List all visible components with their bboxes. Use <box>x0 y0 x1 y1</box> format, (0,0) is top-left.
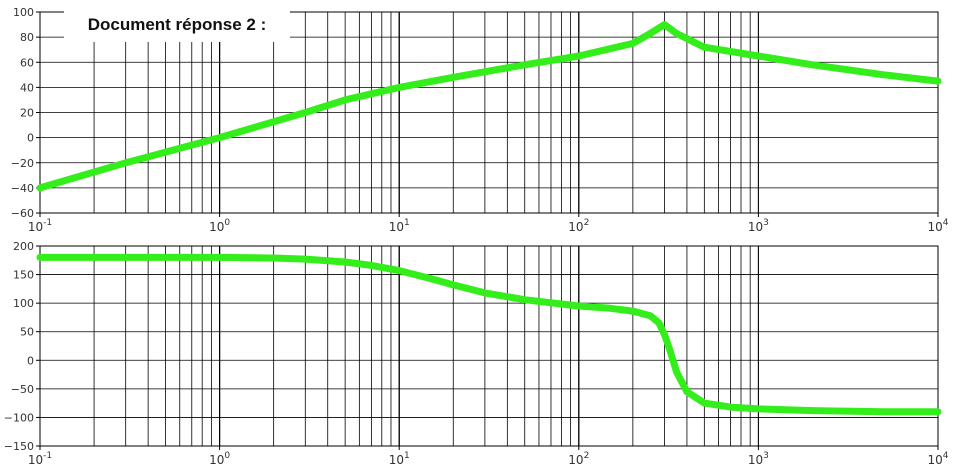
y-tick-label: −60 <box>11 207 34 220</box>
y-tick-label: −20 <box>11 157 34 170</box>
y-tick-label: 200 <box>13 240 34 253</box>
series-line <box>36 253 942 416</box>
y-tick-label: 20 <box>20 107 34 120</box>
y-tick-label: 80 <box>20 31 34 44</box>
document-label: Document réponse 2 : <box>64 8 290 42</box>
x-tick-label: 101 <box>389 218 410 234</box>
x-tick-label: 100 <box>209 451 230 466</box>
x-tick-label: 10-1 <box>28 218 52 234</box>
y-tick-label: −100 <box>4 411 34 424</box>
x-tick-label: 102 <box>568 451 589 466</box>
series-line <box>36 21 942 192</box>
y-tick-label: 0 <box>27 132 34 145</box>
y-tick-label: 50 <box>20 326 34 339</box>
x-tick-label: 101 <box>389 451 410 466</box>
x-tick-label: 102 <box>568 218 589 234</box>
y-tick-label: −50 <box>11 383 34 396</box>
x-tick-label: 103 <box>748 218 769 234</box>
y-tick-label: 150 <box>13 269 34 282</box>
x-tick-label: 104 <box>927 451 948 466</box>
y-tick-label: 0 <box>27 354 34 367</box>
y-tick-label: 100 <box>13 6 34 19</box>
y-tick-label: −40 <box>11 182 34 195</box>
x-tick-label: 10-1 <box>28 451 52 466</box>
y-tick-label: −150 <box>4 440 34 453</box>
x-tick-label: 103 <box>748 451 769 466</box>
y-tick-label: 40 <box>20 81 34 94</box>
y-tick-label: 60 <box>20 56 34 69</box>
y-tick-label: 100 <box>13 297 34 310</box>
plot-frame <box>39 245 939 447</box>
x-tick-label: 100 <box>209 218 230 234</box>
x-tick-label: 104 <box>927 218 948 234</box>
